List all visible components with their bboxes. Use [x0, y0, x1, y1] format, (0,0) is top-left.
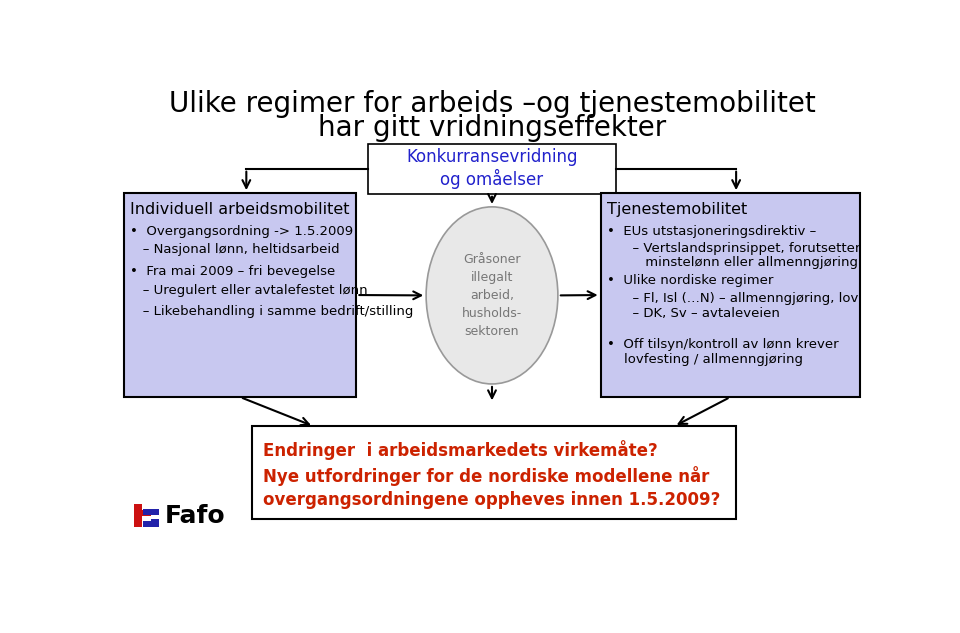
Ellipse shape [426, 207, 558, 384]
Text: Fafo: Fafo [165, 504, 226, 528]
Text: Individuell arbeidsmobilitet: Individuell arbeidsmobilitet [130, 202, 349, 217]
Text: Tjenestemobilitet: Tjenestemobilitet [607, 202, 747, 217]
Text: – Likebehandling i samme bedrift/stilling: – Likebehandling i samme bedrift/stillin… [130, 304, 414, 318]
Text: Nye utfordringer for de nordiske modellene når: Nye utfordringer for de nordiske modelle… [263, 466, 709, 486]
Text: – Nasjonal lønn, heltidsarbeid: – Nasjonal lønn, heltidsarbeid [130, 243, 340, 256]
Text: Endringer  i arbeidsmarkedets virkemåte?: Endringer i arbeidsmarkedets virkemåte? [263, 440, 659, 460]
Polygon shape [143, 509, 158, 527]
Text: – Uregulert eller avtalefestet lønn: – Uregulert eller avtalefestet lønn [130, 284, 368, 297]
FancyBboxPatch shape [368, 144, 616, 194]
FancyBboxPatch shape [601, 193, 860, 397]
Text: •  Off tilsyn/kontroll av lønn krever: • Off tilsyn/kontroll av lønn krever [607, 338, 838, 351]
Text: Gråsoner
illegalt
arbeid,
husholds-
sektoren: Gråsoner illegalt arbeid, husholds- sekt… [462, 253, 522, 338]
Text: •  Fra mai 2009 – fri bevegelse: • Fra mai 2009 – fri bevegelse [130, 265, 335, 278]
Text: overgangsordningene oppheves innen 1.5.2009?: overgangsordningene oppheves innen 1.5.2… [263, 491, 721, 509]
Polygon shape [134, 504, 151, 527]
Text: lovfesting / allmenngjøring: lovfesting / allmenngjøring [607, 353, 803, 366]
FancyBboxPatch shape [124, 193, 356, 397]
Text: Konkurransevridning
og omåelser: Konkurransevridning og omåelser [406, 148, 578, 189]
FancyBboxPatch shape [252, 426, 736, 518]
Text: – Fl, Isl (…N) – allmenngjøring, lov: – Fl, Isl (…N) – allmenngjøring, lov [607, 292, 858, 304]
Text: •  EUs utstasjoneringsdirektiv –: • EUs utstasjoneringsdirektiv – [607, 225, 816, 239]
Text: – DK, Sv – avtaleveien: – DK, Sv – avtaleveien [607, 307, 780, 320]
Text: •  Overgangsordning -> 1.5.2009: • Overgangsordning -> 1.5.2009 [130, 225, 353, 239]
Text: – Vertslandsprinsippet, forutsetter: – Vertslandsprinsippet, forutsetter [607, 242, 860, 254]
Text: •  Ulike nordiske regimer: • Ulike nordiske regimer [607, 274, 773, 287]
Text: har gitt vridningseffekter: har gitt vridningseffekter [318, 115, 666, 142]
Text: minstelønn eller allmenngjøring: minstelønn eller allmenngjøring [607, 256, 857, 269]
Text: Ulike regimer for arbeids –og tjenestemobilitet: Ulike regimer for arbeids –og tjenestemo… [169, 90, 815, 118]
